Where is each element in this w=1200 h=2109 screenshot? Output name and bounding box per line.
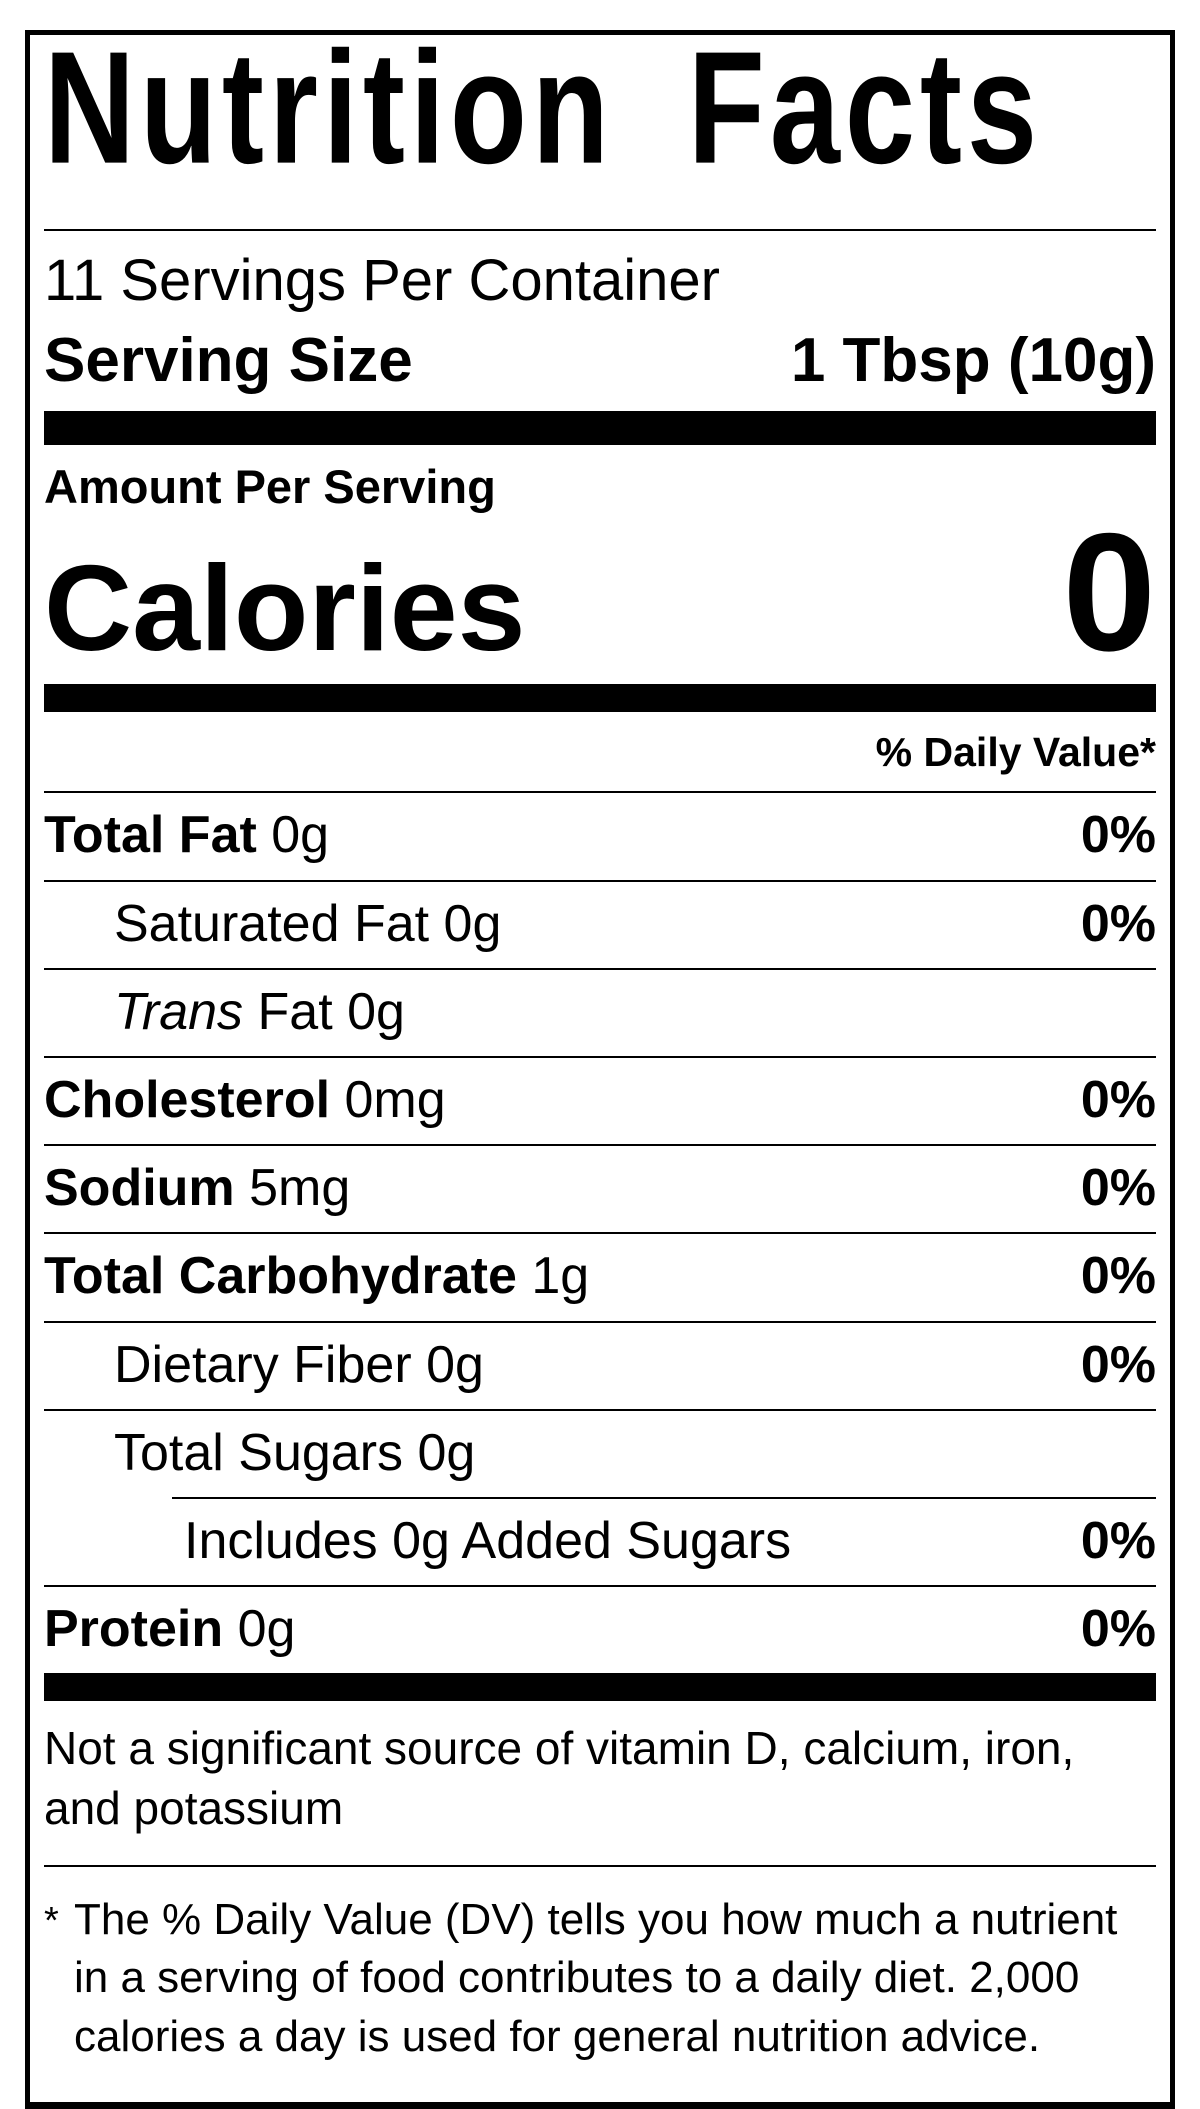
- nutrient-name: Total Fat 0g: [44, 807, 329, 864]
- label-title: Nutrition Facts: [44, 30, 1043, 197]
- daily-value: 0%: [1080, 1511, 1156, 1570]
- daily-value: 0%: [1080, 894, 1156, 953]
- daily-value: 0%: [1080, 806, 1156, 865]
- daily-value: 0%: [1080, 1247, 1156, 1306]
- nutrient-bold-label: Total Fat: [44, 806, 257, 865]
- nutrient-amount: 0g: [256, 806, 330, 865]
- nutrition-facts-label: Nutrition Facts 11 Servings Per Containe…: [25, 30, 1175, 2109]
- footnote-text: The % Daily Value (DV) tells you how muc…: [74, 1894, 1118, 2061]
- nutrient-name: Sodium 5mg: [44, 1160, 350, 1217]
- nutrient-amount: 0g: [223, 1600, 296, 1659]
- serving-size-row: Serving Size 1 Tbsp (10g): [44, 325, 1156, 395]
- footnote-asterisk: *: [44, 1899, 59, 1942]
- nutrient-amount: Dietary Fiber 0g: [114, 1335, 484, 1394]
- nutrient-bold-label: Protein: [44, 1600, 224, 1659]
- nutrient-row-total-fat: Total Fat 0g 0%: [44, 793, 1156, 882]
- nutrient-name: Cholesterol 0mg: [44, 1070, 446, 1129]
- nutrient-bold-label: Cholesterol: [44, 1070, 331, 1129]
- nutrient-row-sodium: Sodium 5mg 0%: [44, 1146, 1156, 1235]
- daily-value: 0%: [1080, 1335, 1156, 1394]
- nutrient-row-total-carbohydrate: Total Carbohydrate 1g 0%: [44, 1234, 1156, 1323]
- servings-per-container: 11 Servings Per Container: [44, 248, 720, 313]
- daily-value-header: % Daily Value*: [44, 712, 1156, 794]
- calories-value: 0: [1062, 497, 1156, 686]
- nutrient-amount: 5mg: [234, 1159, 351, 1218]
- thick-separator-bar: [44, 410, 1156, 445]
- nutrient-amount: Saturated Fat 0g: [114, 894, 502, 953]
- nutrient-amount: Fat 0g: [243, 982, 405, 1041]
- amount-per-serving: Amount Per Serving: [44, 459, 496, 513]
- nutrient-italic-label: Trans: [114, 982, 244, 1041]
- nutrient-amount: Includes 0g Added Sugars: [184, 1511, 792, 1570]
- daily-value-footnote: * The % Daily Value (DV) tells you how m…: [44, 1867, 1156, 2103]
- nutrient-name: Total Carbohydrate 1g: [44, 1248, 589, 1305]
- calories-label: Calories: [44, 539, 526, 676]
- nutrient-bold-label: Sodium: [44, 1159, 235, 1218]
- nutrient-row-protein: Protein 0g 0%: [44, 1587, 1156, 1673]
- serving-size-value: 1 Tbsp (10g): [790, 325, 1156, 395]
- nutrient-row-cholesterol: Cholesterol 0mg 0%: [44, 1058, 1156, 1147]
- nutrient-amount: 1g: [516, 1247, 590, 1306]
- thick-separator-bar: [44, 1673, 1156, 1702]
- divider: [44, 1864, 1156, 1867]
- nutrient-row-dietary-fiber: Dietary Fiber 0g 0%: [44, 1323, 1156, 1411]
- nutrient-bold-label: Total Carbohydrate: [44, 1247, 517, 1306]
- daily-value: 0%: [1080, 1070, 1156, 1129]
- nutrient-name: Protein 0g: [44, 1600, 296, 1659]
- daily-value: 0%: [1080, 1600, 1156, 1659]
- nutrient-row-total-sugars: Total Sugars 0g: [44, 1411, 1156, 1497]
- nutrient-name: Total Sugars 0g: [44, 1423, 476, 1482]
- not-significant-source-note: Not a significant source of vitamin D, c…: [44, 1722, 1075, 1835]
- thick-separator-bar: [44, 684, 1156, 713]
- nutrient-amount: Total Sugars 0g: [114, 1423, 476, 1482]
- divider: [44, 229, 1156, 231]
- indented-divider: [172, 1496, 1156, 1499]
- nutrient-name: Dietary Fiber 0g: [44, 1335, 484, 1394]
- nutrient-name: Trans Fat 0g: [44, 982, 405, 1041]
- nutrient-amount: 0mg: [330, 1070, 446, 1129]
- nutrient-name: Saturated Fat 0g: [44, 894, 502, 953]
- calories-row: Calories 0: [44, 497, 1156, 686]
- page: Nutrition Facts 11 Servings Per Containe…: [25, 30, 1175, 2109]
- serving-size-label: Serving Size: [44, 325, 413, 395]
- nutrient-name: Includes 0g Added Sugars: [44, 1511, 792, 1570]
- nutrient-row-saturated-fat: Saturated Fat 0g 0%: [44, 882, 1156, 970]
- nutrient-row-trans-fat: Trans Fat 0g: [44, 970, 1156, 1058]
- nutrient-row-added-sugars: Includes 0g Added Sugars 0%: [44, 1499, 1156, 1588]
- daily-value: 0%: [1080, 1159, 1156, 1218]
